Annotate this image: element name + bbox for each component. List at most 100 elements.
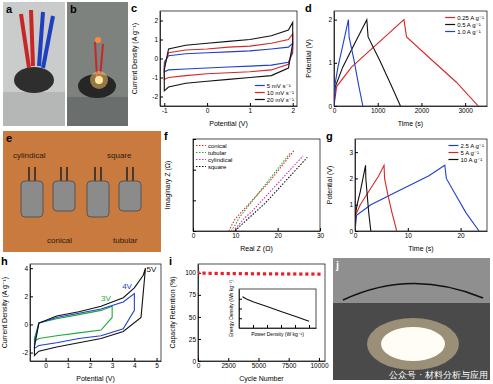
tick-mark	[160, 21, 163, 22]
photo-shape	[119, 181, 141, 211]
tick: 3000	[458, 103, 473, 114]
tick: 75	[189, 291, 201, 298]
photo-shape	[14, 67, 54, 93]
legend-item: cylindical	[196, 157, 232, 163]
y-axis-title: Potential (V)	[326, 166, 334, 205]
data-point	[215, 272, 218, 275]
tick-label: 0	[192, 358, 196, 365]
tick-mark	[355, 178, 358, 179]
data-point	[198, 271, 200, 274]
tick	[193, 200, 196, 201]
photo-shape	[94, 167, 96, 181]
tick: 2	[349, 175, 358, 182]
tick-label: 20	[275, 232, 283, 239]
legend-swatch	[196, 145, 206, 146]
plot-frame	[198, 264, 325, 361]
legend: 0.25 A g⁻¹0.5 A g⁻¹1.0 A g⁻¹	[445, 15, 484, 35]
tick-label: 1	[249, 107, 253, 114]
y-axis	[239, 290, 242, 329]
tick-mark	[253, 325, 254, 328]
legend: 5 mV s⁻¹10 mV s⁻¹20 mV s⁻¹	[255, 83, 294, 103]
tick: 2	[328, 16, 337, 23]
tick	[309, 325, 310, 328]
tick-mark	[278, 228, 279, 231]
plot-area	[243, 297, 310, 321]
x-axis: 025005000750010000	[197, 358, 329, 369]
plot-area	[34, 268, 145, 355]
x-axis-title: Potential (V)	[209, 120, 248, 128]
x-axis	[240, 325, 317, 329]
tick-label: -2	[152, 93, 158, 100]
tick	[193, 139, 196, 140]
tick-mark	[355, 231, 358, 232]
plot-frame	[239, 289, 316, 328]
photo-shape	[53, 181, 75, 211]
legend-item: 10 mV s⁻¹	[255, 90, 294, 96]
photo-shape	[381, 327, 445, 361]
legend-label: cylindical	[208, 157, 232, 163]
legend-label: 10 A g⁻¹	[460, 157, 482, 163]
plot-frame	[160, 11, 297, 106]
photo-panel: b	[67, 2, 128, 126]
tick-mark	[160, 40, 163, 41]
tick-label: 2	[24, 293, 28, 300]
photo-shape	[67, 97, 128, 126]
tick-mark	[46, 358, 47, 361]
inset-background	[228, 286, 319, 338]
data-point	[251, 272, 254, 275]
data-point	[311, 272, 314, 275]
y-axis-title: Capacity Retention (%)	[169, 277, 177, 349]
tick-mark	[267, 325, 268, 328]
photo-background	[3, 2, 65, 126]
data-point	[233, 272, 236, 275]
legend-item: tubular	[196, 150, 226, 156]
series-line	[164, 22, 292, 90]
panel-label: b	[70, 3, 77, 15]
tick-mark	[68, 358, 69, 361]
tick: 50	[189, 313, 201, 320]
tick-mark	[193, 170, 196, 171]
tick: 0	[328, 103, 337, 110]
tick: 30	[317, 228, 325, 239]
chart-panel: i0250050007500100000255075100Cycle Numbe…	[169, 255, 329, 383]
tick-mark	[334, 106, 337, 107]
y-axis: -2024	[22, 265, 33, 362]
tick-label: 10	[405, 232, 413, 239]
x-axis: 012345	[31, 358, 162, 369]
tick-label: 2	[328, 16, 332, 23]
tick: 0	[206, 103, 210, 114]
photo-background	[333, 258, 490, 380]
photo-background	[67, 2, 128, 126]
tick: 20	[275, 228, 283, 239]
axis-line	[356, 231, 488, 232]
data-point	[245, 272, 248, 275]
tick-mark	[193, 139, 196, 140]
tick: 1	[249, 103, 253, 114]
tick-label: 5000	[252, 362, 267, 369]
tick-mark	[198, 339, 201, 340]
y-axis-title: Energy Density (Wh kg⁻¹)	[228, 280, 234, 337]
legend-label: conical	[208, 143, 227, 149]
tick-mark	[309, 325, 310, 328]
tick-mark	[355, 152, 358, 153]
photo-caption: tubular	[113, 236, 138, 245]
photo-shape	[343, 283, 483, 300]
series-line	[355, 165, 397, 231]
tick-mark	[134, 358, 135, 361]
tick: 5	[155, 358, 159, 369]
tick-label: 1000	[371, 107, 386, 114]
tick: 0	[44, 358, 48, 369]
legend-item: 10 A g⁻¹	[448, 157, 482, 163]
tick-mark	[164, 103, 165, 106]
tick-label: 5	[155, 362, 159, 369]
y-axis: 0255075100	[185, 265, 201, 365]
tick: 100	[185, 269, 201, 276]
x-axis-title: Real Z (Ω)	[240, 245, 272, 253]
series-line	[243, 297, 310, 321]
legend-item: 0.25 A g⁻¹	[445, 15, 484, 21]
legend-swatch	[255, 85, 265, 86]
axis-line	[161, 106, 298, 107]
tick-label: 2000	[415, 107, 430, 114]
panel-label: c	[131, 2, 137, 14]
data-point	[227, 272, 230, 275]
